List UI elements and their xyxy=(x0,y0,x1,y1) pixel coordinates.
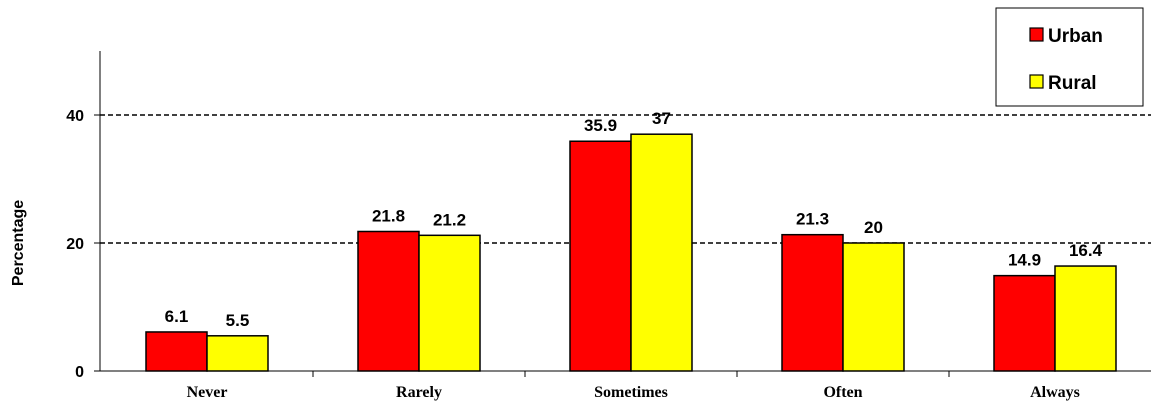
data-label-rural-rarely: 21.2 xyxy=(433,210,466,229)
data-label-urban-always: 14.9 xyxy=(1008,251,1041,270)
bar-rural-often xyxy=(842,242,905,372)
bar-rural-always xyxy=(1054,265,1117,372)
legend-label-urban: Urban xyxy=(1048,26,1103,47)
legend-box xyxy=(995,7,1144,107)
axes: 0 20 40 Never Rarely Sometimes Often Always xyxy=(66,51,1151,401)
bars xyxy=(145,133,1117,372)
legend-label-rural: Rural xyxy=(1048,73,1097,94)
x-tick-label-often: Often xyxy=(823,384,862,401)
y-tick-label: 0 xyxy=(75,364,84,381)
data-label-rural-never: 5.5 xyxy=(226,311,250,330)
data-label-rural-sometimes: 37 xyxy=(652,109,671,128)
bar-rural-rarely xyxy=(418,234,481,372)
bar-urban-sometimes xyxy=(569,140,632,372)
data-labels: 6.1 21.8 35.9 21.3 14.9 5.5 21.2 37 20 16.4 xyxy=(165,109,1103,330)
bar-urban-always xyxy=(993,274,1056,372)
bar-rural-sometimes xyxy=(630,133,693,372)
x-tick-label-rarely: Rarely xyxy=(396,384,442,401)
y-tick-label: 20 xyxy=(66,236,84,253)
bar-urban-never xyxy=(145,331,208,372)
x-tick-label-sometimes: Sometimes xyxy=(594,384,668,401)
data-label-urban-sometimes: 35.9 xyxy=(584,116,617,135)
x-tick-label-never: Never xyxy=(187,384,228,401)
y-axis-title: Percentage xyxy=(10,200,27,286)
x-tick-label-always: Always xyxy=(1030,384,1080,401)
gridlines xyxy=(100,114,1151,244)
data-label-urban-never: 6.1 xyxy=(165,307,189,326)
bar-urban-rarely xyxy=(357,230,420,372)
legend-swatch-urban xyxy=(1029,27,1044,42)
bar-rural-never xyxy=(206,335,269,372)
data-label-urban-rarely: 21.8 xyxy=(372,206,405,225)
data-label-rural-often: 20 xyxy=(864,218,883,237)
bar-urban-often xyxy=(781,233,844,372)
y-tick-label: 40 xyxy=(66,108,84,125)
legend-swatch-rural xyxy=(1029,74,1044,89)
data-label-urban-often: 21.3 xyxy=(796,210,829,229)
legend: Urban Rural xyxy=(995,7,1144,107)
data-label-rural-always: 16.4 xyxy=(1069,241,1103,260)
